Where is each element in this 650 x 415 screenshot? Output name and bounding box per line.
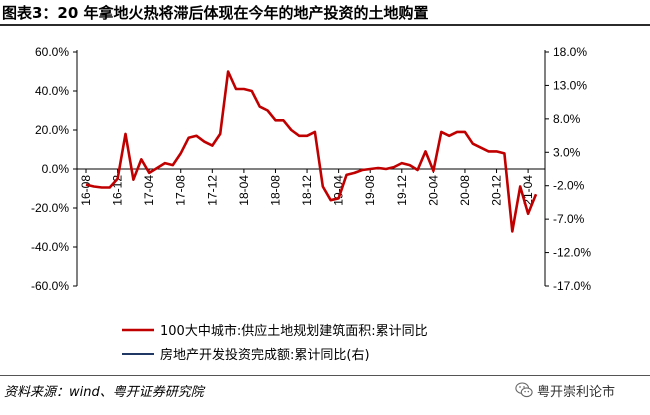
x-tick-label: 20-04 xyxy=(426,175,440,206)
x-tick-label: 19-12 xyxy=(395,175,409,206)
series-lines xyxy=(85,70,538,233)
axes: 60.0% 40.0% 20.0% 0.0% -20.0% -40.0% -60.0% 18.… xyxy=(31,45,591,293)
chart-title: 图表3：20 年拿地火热将滞后体现在今年的地产投资的土地购置 xyxy=(2,4,429,22)
chart: 60.0% 40.0% 20.0% 0.0% -20.0% -40.0% -60.0% 18.… xyxy=(31,45,591,363)
y-left-tick-label: 40.0% xyxy=(35,84,69,98)
x-tick-label: 19-08 xyxy=(363,175,377,206)
y-right-tick-label: -12.0% xyxy=(553,246,591,260)
y-right-tick-label: 13.0% xyxy=(553,78,587,92)
legend-label-2: 房地产开发投资完成额:累计同比(右) xyxy=(160,347,370,363)
x-tick-label: 17-12 xyxy=(205,175,219,206)
x-tick-label: 17-08 xyxy=(174,175,188,206)
x-tick-label: 20-12 xyxy=(490,175,504,206)
y-right-tick-label: 8.0% xyxy=(553,112,581,126)
x-tick-label: 18-12 xyxy=(300,175,314,206)
y-right-tick-label: 18.0% xyxy=(553,45,587,59)
x-tick-label: 18-04 xyxy=(237,175,251,206)
series-line-1 xyxy=(85,70,538,233)
y-left-tick-label: 60.0% xyxy=(35,45,69,59)
y-left-tick-label: -40.0% xyxy=(31,240,69,254)
y-left-tick-label: 20.0% xyxy=(35,123,69,137)
source-divider xyxy=(0,375,650,376)
watermark: 粤开崇利论市 xyxy=(515,379,615,401)
watermark-text: 粤开崇利论市 xyxy=(537,384,616,400)
x-tick-label: 18-08 xyxy=(268,175,282,206)
x-tick-label: 19-04 xyxy=(332,175,346,206)
x-tick-label: 17-04 xyxy=(142,175,156,206)
y-right-tick-label: -7.0% xyxy=(553,212,585,226)
x-tick-label: 20-08 xyxy=(458,175,472,206)
y-right-tick-label: -2.0% xyxy=(553,179,585,193)
wechat-icon xyxy=(515,382,533,398)
x-tick-label: 16-08 xyxy=(79,175,93,206)
y-left-tick-label: -60.0% xyxy=(31,279,69,293)
title-divider xyxy=(0,24,650,26)
legend: 100大中城市:供应土地规划建筑面积:累计同比房地产开发投资完成额:累计同比(右… xyxy=(122,323,428,363)
legend-label-1: 100大中城市:供应土地规划建筑面积:累计同比 xyxy=(160,323,428,339)
y-left-tick-label: -20.0% xyxy=(31,201,69,215)
source-note: 资料来源：wind、粤开证券研究院 xyxy=(4,385,204,400)
y-left-tick-label: 0.0% xyxy=(42,162,70,176)
y-right-tick-label: -17.0% xyxy=(553,279,591,293)
y-right-tick-label: 3.0% xyxy=(553,145,581,159)
